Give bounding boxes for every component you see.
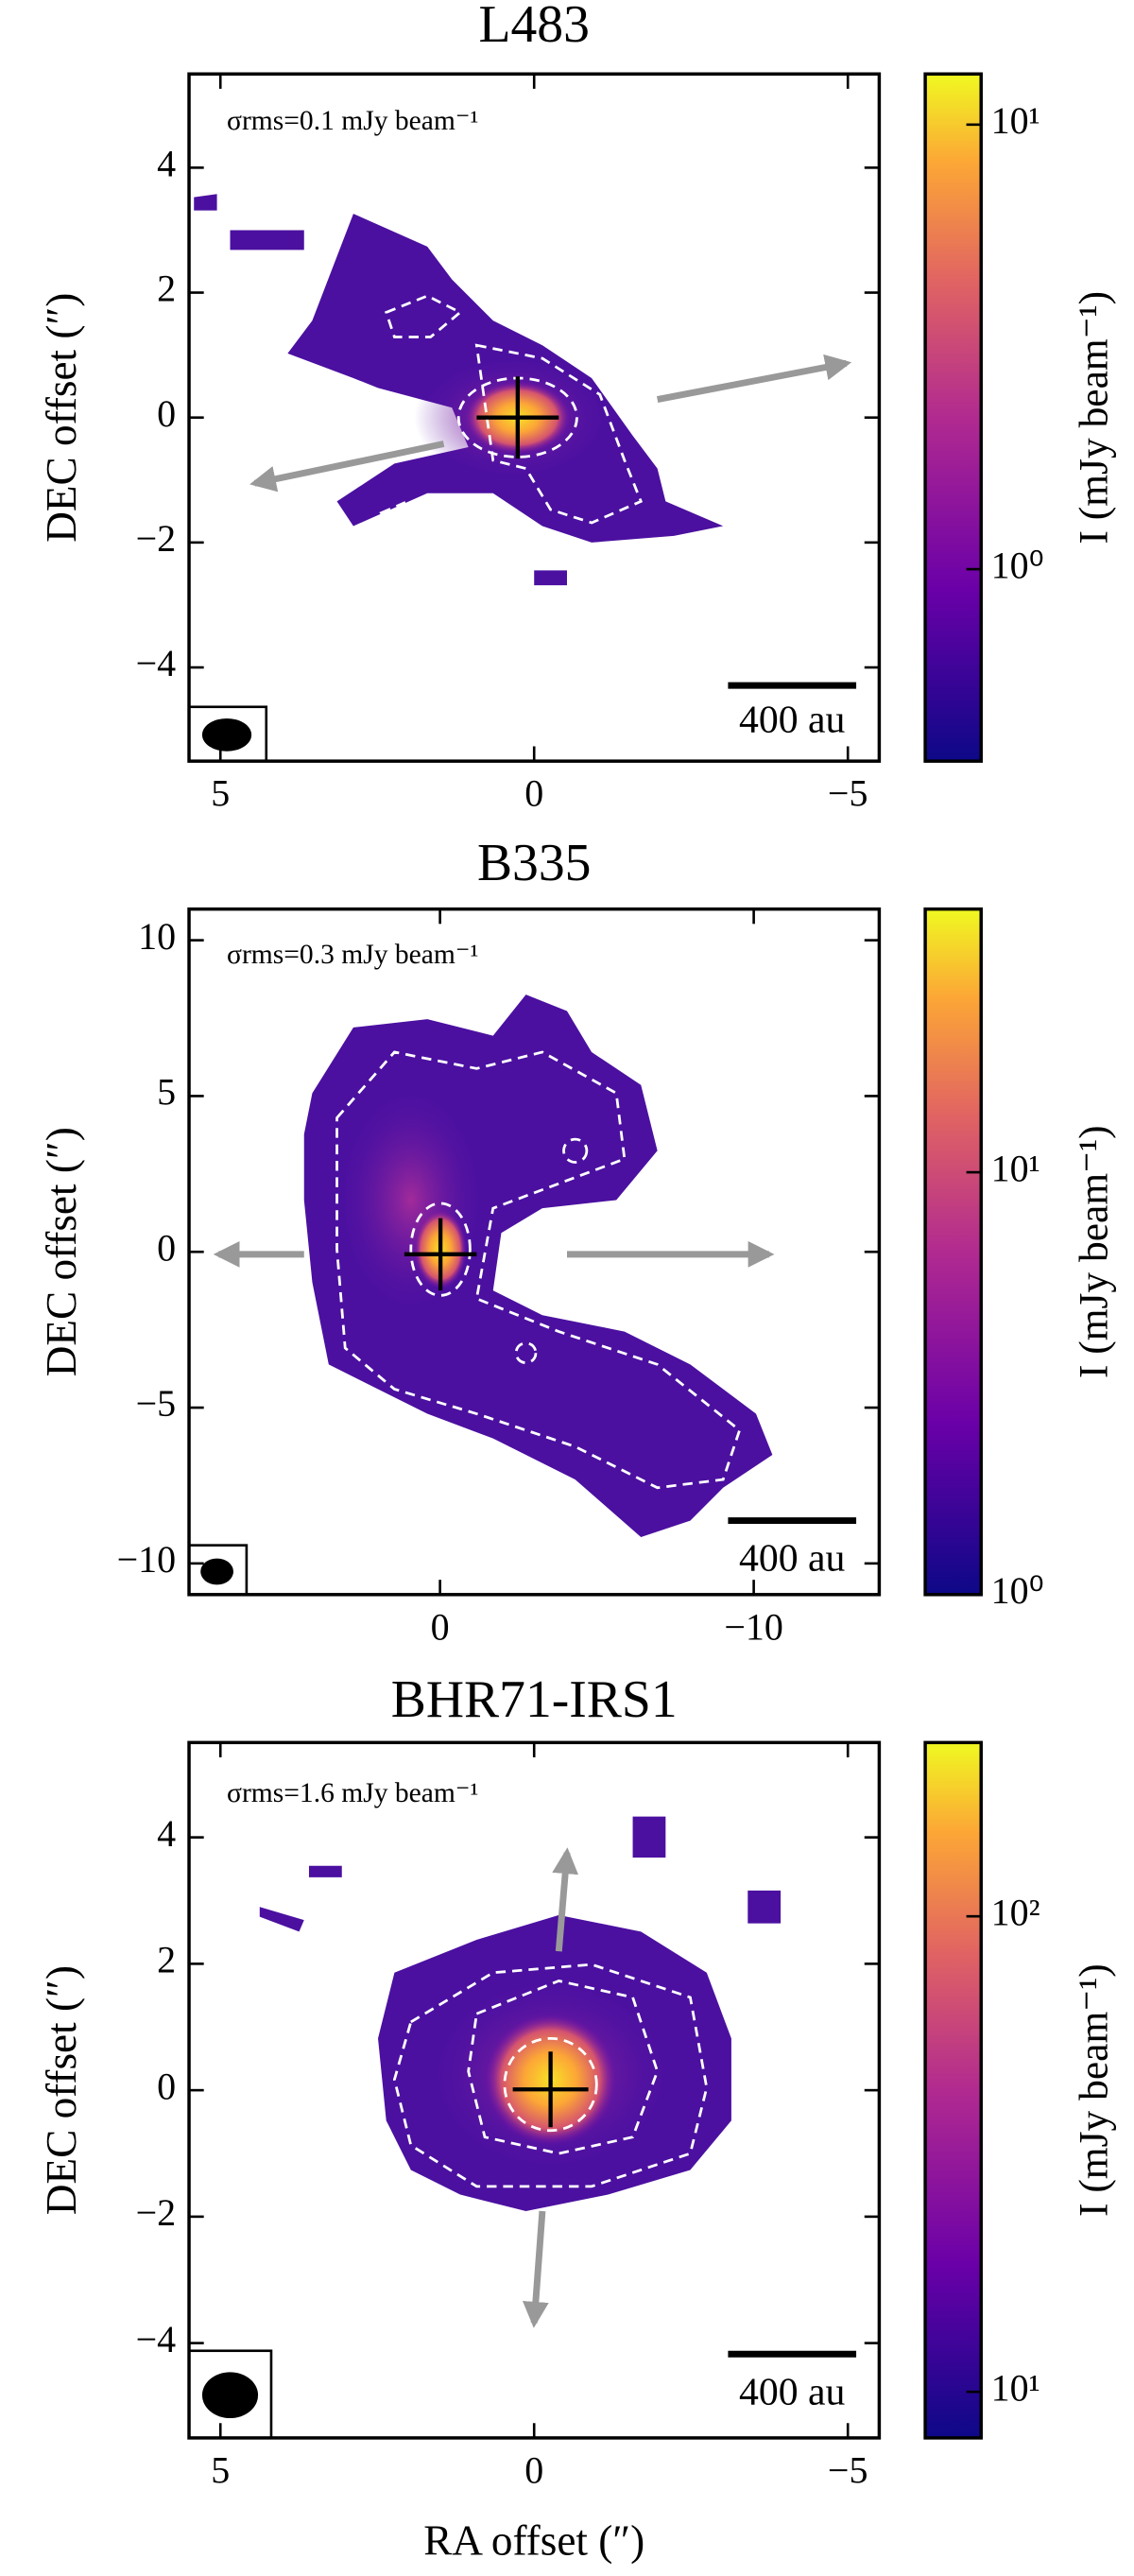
panel-title: B335 [477, 834, 592, 892]
y-tick-label: −2 [136, 517, 177, 560]
x-tick-label: 5 [211, 2448, 230, 2491]
colorbar [923, 72, 983, 763]
y-tick-label: 5 [157, 1071, 176, 1114]
y-tick-label: 2 [157, 1939, 176, 1981]
y-axis-label: DEC offset (″) [38, 1127, 85, 1376]
scale-bar-label: 400 au [739, 2370, 846, 2413]
y-tick-label: −5 [136, 1382, 177, 1425]
colorbar [923, 907, 983, 1597]
emission-l483 [187, 194, 857, 763]
x-tick-label: −5 [828, 2448, 868, 2491]
x-tick-label: 5 [211, 772, 230, 815]
y-tick-label: −4 [136, 642, 177, 684]
panel-title: BHR71-IRS1 [391, 1670, 678, 1729]
colorbar-label: I (mJy beam⁻¹) [1072, 1963, 1117, 2217]
x-tick-label: −10 [724, 1605, 783, 1648]
y-tick-label: 2 [157, 268, 176, 310]
panel-title: L483 [479, 0, 590, 54]
y-tick-label: −10 [117, 1538, 177, 1581]
colorbar-tick-label: 10⁰ [991, 1569, 1044, 1612]
y-tick-label: 0 [157, 392, 176, 435]
colorbar-tick-label: 10¹ [991, 2366, 1040, 2409]
y-tick-label: 10 [138, 915, 176, 958]
y-tick-label: 0 [157, 1226, 176, 1269]
y-axis-label: DEC offset (″) [38, 1965, 85, 2215]
colorbar-tick-label: 10¹ [991, 1147, 1040, 1189]
colorbar-label: I (mJy beam⁻¹) [1072, 1125, 1117, 1378]
rms-annotation: σrms=0.1 mJy beam⁻¹ [227, 106, 478, 136]
x-tick-label: 0 [524, 2448, 543, 2491]
rms-annotation: σrms=1.6 mJy beam⁻¹ [227, 1778, 478, 1808]
y-tick-label: 4 [157, 1812, 176, 1855]
scale-bar-label: 400 au [739, 699, 846, 742]
x-tick-label: 0 [524, 772, 543, 815]
colorbar [923, 1740, 983, 2440]
colorbar-label: I (mJy beam⁻¹) [1072, 291, 1117, 545]
rms-annotation: σrms=0.3 mJy beam⁻¹ [227, 940, 478, 970]
x-axis-label: RA offset (″) [423, 2516, 644, 2564]
y-tick-label: 4 [157, 143, 176, 185]
colorbar-tick-label: 10⁰ [991, 544, 1044, 586]
colorbar-tick-label: 10² [991, 1891, 1040, 1933]
colorbar-tick-label: 10¹ [991, 99, 1040, 142]
scale-bar-label: 400 au [739, 1537, 846, 1581]
emission-bhr71 [187, 1816, 857, 2440]
y-axis-label: DEC offset (″) [38, 293, 85, 543]
y-tick-label: −4 [136, 2318, 177, 2360]
emission-b335 [187, 994, 857, 1597]
x-tick-label: 0 [431, 1605, 450, 1648]
y-tick-label: −2 [136, 2191, 177, 2234]
y-tick-label: 0 [157, 2065, 176, 2107]
x-tick-label: −5 [828, 772, 868, 815]
